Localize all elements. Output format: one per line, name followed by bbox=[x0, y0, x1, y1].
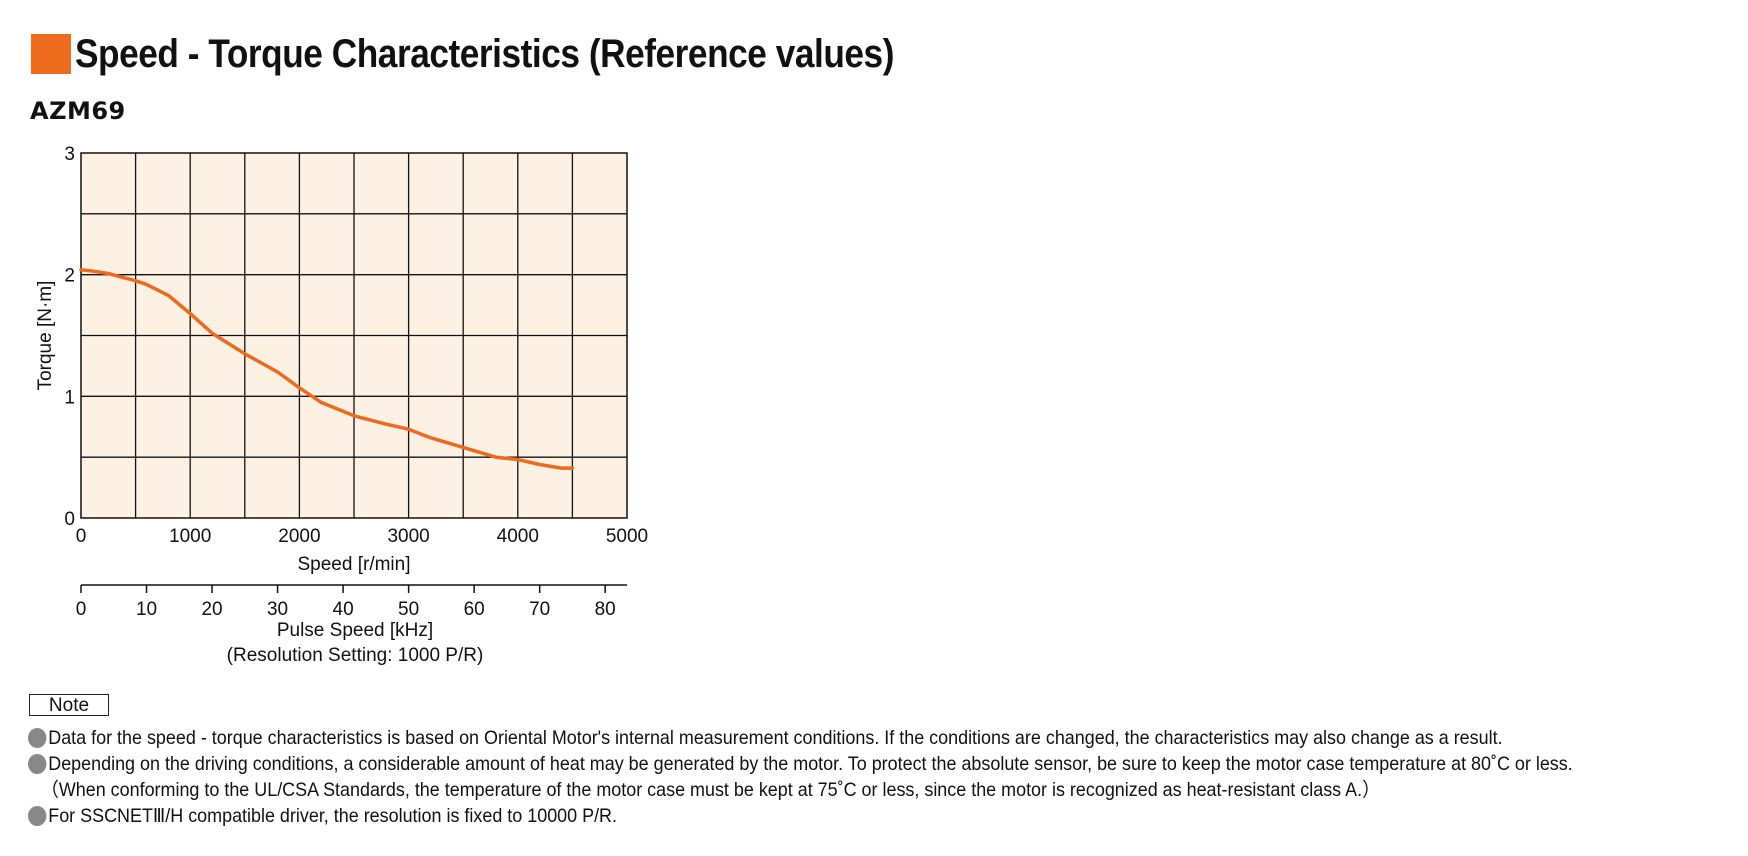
pulse-tick-label: 80 bbox=[595, 599, 616, 620]
y-tick-label: 3 bbox=[64, 144, 75, 165]
pulse-axis-label: Pulse Speed [kHz] bbox=[277, 620, 433, 641]
y-axis-label: Torque [N·m] bbox=[35, 281, 56, 391]
pulse-tick-label: 20 bbox=[201, 599, 222, 620]
bullet-icon bbox=[28, 806, 47, 826]
note-item-1: Data for the speed - torque characterist… bbox=[28, 725, 1573, 751]
note-item-2: Depending on the driving conditions, a c… bbox=[28, 751, 1573, 777]
note-item-2-continuation: （When conforming to the UL/CSA Standards… bbox=[40, 779, 1381, 801]
notes-list: Data for the speed - torque characterist… bbox=[28, 725, 1707, 829]
pulse-tick-label: 30 bbox=[267, 599, 288, 620]
bullet-icon bbox=[28, 728, 47, 748]
model-name: AZM69 bbox=[30, 97, 126, 125]
bullet-icon bbox=[28, 754, 47, 774]
pulse-tick-label: 0 bbox=[76, 599, 87, 620]
pulse-tick-label: 10 bbox=[136, 599, 157, 620]
pulse-tick-label: 40 bbox=[333, 599, 354, 620]
y-tick-label: 1 bbox=[64, 387, 75, 408]
x-tick-label: 0 bbox=[76, 526, 87, 547]
note-label: Note bbox=[29, 694, 109, 716]
x-axis-label: Speed [r/min] bbox=[298, 554, 411, 575]
note-item-3: For SSCNETⅢ/H compatible driver, the res… bbox=[28, 803, 1573, 829]
title-accent-square bbox=[31, 34, 71, 74]
x-tick-label: 2000 bbox=[278, 526, 320, 547]
plot-frame bbox=[80, 152, 628, 519]
x-tick-label: 5000 bbox=[606, 526, 648, 547]
pulse-tick-label: 60 bbox=[464, 599, 485, 620]
speed-torque-chart: 0 1000 2000 3000 4000 5000 0 1 2 3 Speed [r/min] To… bbox=[35, 144, 648, 666]
page-title: Speed - Torque Characteristics (Referenc… bbox=[31, 30, 1006, 78]
pulse-tick-label: 50 bbox=[398, 599, 419, 620]
x-tick-label: 1000 bbox=[169, 526, 211, 547]
pulse-axis-sublabel: (Resolution Setting: 1000 P/R) bbox=[227, 645, 484, 666]
x-tick-label: 3000 bbox=[387, 526, 429, 547]
y-tick-label: 0 bbox=[64, 509, 75, 530]
pulse-tick-label: 70 bbox=[529, 599, 550, 620]
title-text: Speed - Torque Characteristics (Referenc… bbox=[75, 31, 894, 76]
y-tick-label: 2 bbox=[64, 266, 75, 287]
x-tick-label: 4000 bbox=[497, 526, 539, 547]
torque-curve-line bbox=[79, 268, 575, 470]
